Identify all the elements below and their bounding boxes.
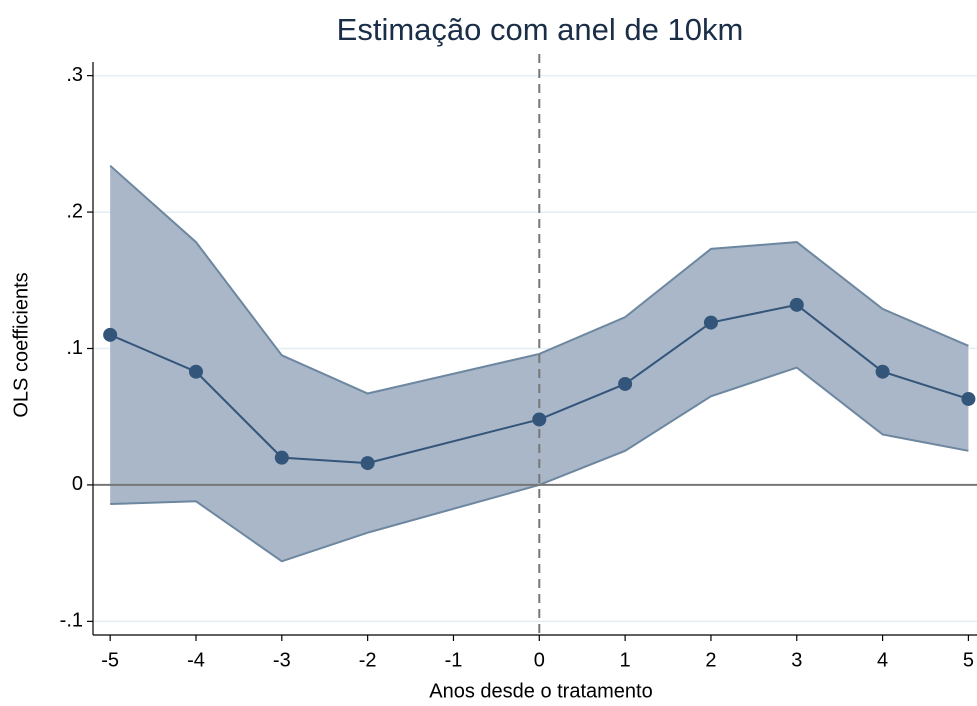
data-point: [703, 315, 718, 330]
series-line: [109, 303, 969, 465]
y-tick-label: .1: [66, 337, 83, 359]
x-tick-label: -4: [187, 649, 205, 671]
y-tick-label: -.1: [60, 610, 83, 632]
data-point: [360, 456, 375, 471]
x-tick-label: 0: [534, 649, 545, 671]
data-point: [961, 391, 976, 406]
x-tick-label: 3: [791, 649, 802, 671]
band-edge: [110, 366, 969, 563]
x-tick-label: 2: [705, 649, 716, 671]
data-point: [188, 364, 203, 379]
y-axis-label: OLS coefficients: [10, 272, 32, 417]
x-tick-label: -1: [445, 649, 463, 671]
y-tick-label: 0: [72, 473, 83, 495]
x-tick-label: -3: [273, 649, 291, 671]
data-point: [274, 450, 289, 465]
x-tick-label: 1: [620, 649, 631, 671]
chart-title: Estimação com anel de 10km: [337, 12, 744, 47]
x-axis-label: Anos desde o tratamento: [429, 680, 652, 702]
data-point: [875, 364, 890, 379]
y-tick-label: .2: [66, 200, 83, 222]
x-tick-label: -2: [359, 649, 377, 671]
y-tick-label: .3: [66, 64, 83, 86]
confidence-band: [110, 165, 969, 562]
x-tick-label: 5: [963, 649, 974, 671]
x-tick-label: 4: [877, 649, 888, 671]
data-point: [789, 297, 804, 312]
data-point: [532, 412, 547, 427]
band-edge: [109, 164, 969, 395]
data-point: [618, 376, 633, 391]
data-point: [103, 327, 118, 342]
x-tick-label: -5: [101, 649, 119, 671]
